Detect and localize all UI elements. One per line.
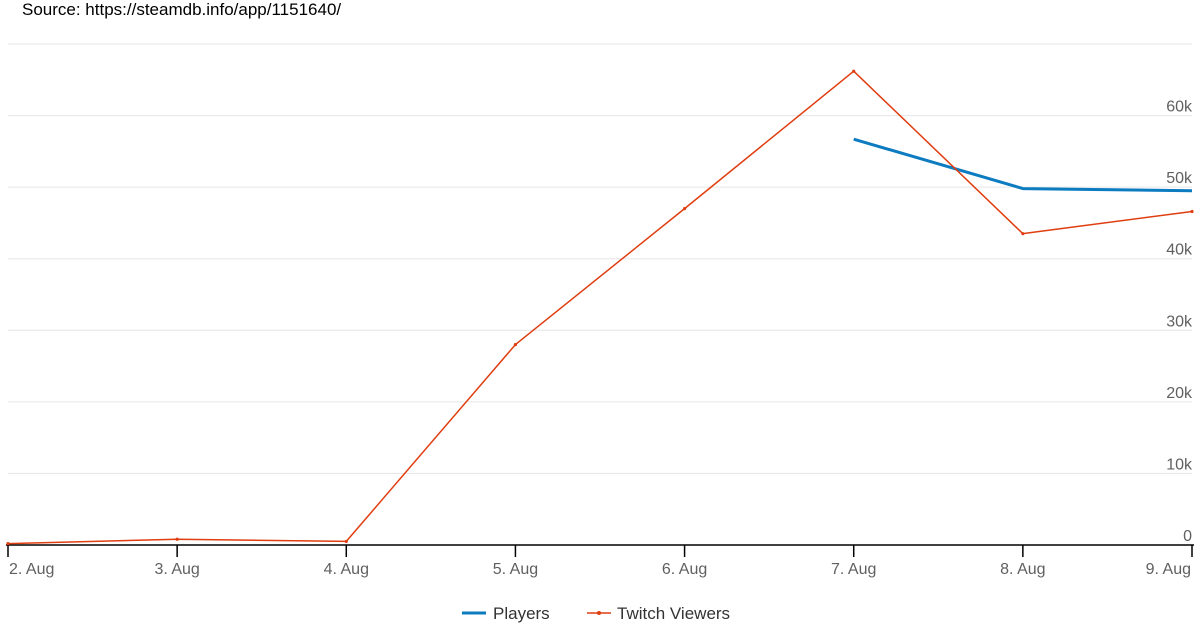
y-tick-label: 60k bbox=[1166, 99, 1193, 116]
legend-item-players[interactable]: Players bbox=[462, 604, 550, 623]
series-line-twitch-viewers bbox=[7, 70, 1193, 545]
legend-item-twitch-viewers[interactable]: Twitch Viewers bbox=[587, 604, 730, 623]
x-tick-label: 6. Aug bbox=[662, 561, 707, 578]
data-point bbox=[6, 541, 10, 546]
x-axis bbox=[6, 544, 1194, 557]
data-point bbox=[682, 207, 687, 211]
x-tick-label: 4. Aug bbox=[324, 561, 369, 578]
legend-label: Twitch Viewers bbox=[617, 604, 730, 623]
x-tick-label: 7. Aug bbox=[831, 561, 876, 578]
data-point bbox=[344, 539, 348, 544]
legend[interactable]: Players Twitch Viewers bbox=[462, 604, 730, 623]
series-line-players bbox=[853, 137, 1193, 193]
y-tick-label: 40k bbox=[1166, 242, 1193, 259]
y-tick-label: 0 bbox=[1183, 528, 1192, 545]
data-point bbox=[175, 537, 179, 541]
data-point bbox=[1021, 232, 1025, 236]
series-lines bbox=[6, 69, 1194, 546]
y-tick-label: 30k bbox=[1166, 313, 1193, 330]
legend-marker bbox=[597, 611, 601, 615]
data-point bbox=[852, 69, 856, 73]
y-axis-labels: 0 10k 20k 30k 40k 50k 60k bbox=[1166, 99, 1193, 545]
source-caption: Source: https://steamdb.info/app/1151640… bbox=[22, 0, 342, 19]
x-tick-label: 3. Aug bbox=[154, 561, 199, 578]
y-tick-label: 20k bbox=[1166, 385, 1193, 402]
x-tick-label: 5. Aug bbox=[493, 561, 538, 578]
data-point bbox=[513, 343, 518, 347]
x-tick-label: 9. Aug bbox=[1146, 561, 1191, 578]
data-point bbox=[1190, 209, 1194, 214]
x-tick-label: 8. Aug bbox=[1000, 561, 1045, 578]
legend-label: Players bbox=[493, 604, 550, 623]
y-tick-label: 10k bbox=[1166, 456, 1193, 473]
grid-lines bbox=[8, 43, 1192, 474]
x-axis-labels: 2. Aug 3. Aug 4. Aug 5. Aug 6. Aug 7. Aug 8. A… bbox=[9, 561, 1191, 578]
x-tick-label: 2. Aug bbox=[9, 561, 54, 578]
y-tick-label: 50k bbox=[1166, 170, 1193, 187]
